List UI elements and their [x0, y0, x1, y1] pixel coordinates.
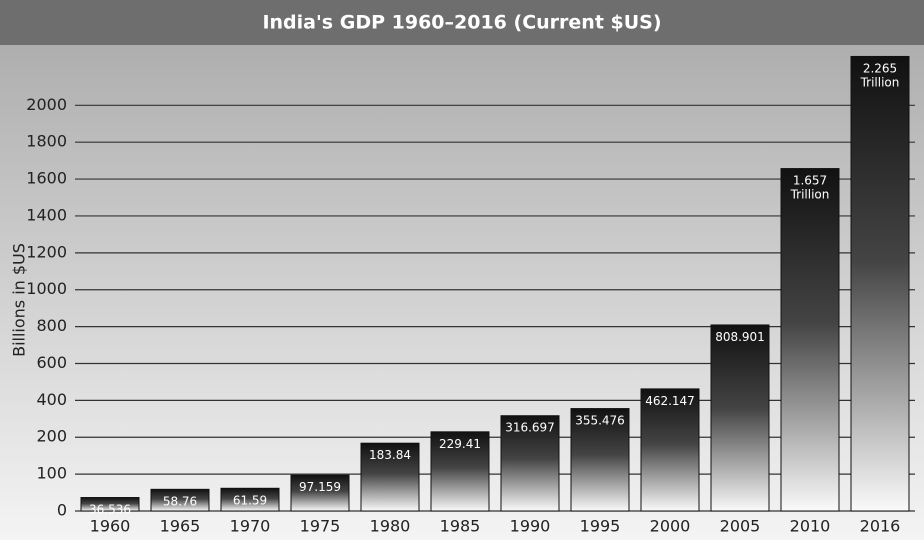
- bar: [150, 488, 210, 512]
- y-tick-label: 100: [36, 464, 67, 483]
- bar: [570, 408, 630, 512]
- value-label: 355.476: [575, 413, 625, 427]
- bar: [850, 55, 910, 512]
- y-tick-label: 1000: [26, 279, 67, 298]
- value-label: 97.159: [299, 480, 341, 494]
- x-tick-label: 1965: [160, 517, 201, 536]
- y-tick-label: 2000: [26, 95, 67, 114]
- x-tick-label: 1995: [580, 517, 621, 536]
- value-label: 36.536: [89, 502, 131, 516]
- x-tick-label: 2000: [650, 517, 691, 536]
- x-tick-label: 2010: [790, 517, 831, 536]
- x-tick-label: 1980: [370, 517, 411, 536]
- x-tick-label: 1985: [440, 517, 481, 536]
- x-tick-label: 1990: [510, 517, 551, 536]
- y-tick-label: 1200: [26, 242, 67, 261]
- chart-title: India's GDP 1960–2016 (Current $US): [262, 12, 661, 34]
- x-tick-label: 1970: [230, 517, 271, 536]
- bar: [220, 487, 280, 512]
- value-label: 808.901: [715, 329, 765, 343]
- x-tick-label: 2005: [720, 517, 761, 536]
- y-tick-label: 0: [57, 501, 67, 520]
- value-label: 462.147: [645, 393, 695, 407]
- bar: [710, 324, 770, 512]
- x-tick-label: 2016: [860, 517, 901, 536]
- x-tick-label: 1975: [300, 517, 341, 536]
- value-label: 183.84: [369, 448, 411, 462]
- bar: [290, 474, 350, 512]
- y-tick-label: 400: [36, 390, 67, 409]
- y-tick-label: 1800: [26, 132, 67, 151]
- value-label: 229.41: [439, 436, 481, 450]
- bar: [780, 168, 840, 512]
- x-tick-label: 1960: [90, 517, 131, 536]
- value-label: 58.76: [163, 494, 197, 508]
- bar: [500, 415, 560, 512]
- y-axis-label: Billions in $US: [10, 243, 29, 357]
- bar: [80, 497, 140, 512]
- title-bar: [0, 0, 924, 45]
- y-tick-label: 1600: [26, 169, 67, 188]
- y-tick-label: 1400: [26, 205, 67, 224]
- bar: [360, 442, 420, 512]
- y-tick-label: 600: [36, 353, 67, 372]
- y-tick-label: 800: [36, 316, 67, 335]
- y-tick-label: 200: [36, 427, 67, 446]
- bar: [640, 388, 700, 512]
- value-label: 316.697: [505, 420, 555, 434]
- value-label: 2.265 Trillion: [860, 61, 900, 89]
- value-label: 61.59: [233, 493, 267, 507]
- bar: [430, 431, 490, 512]
- value-label: 1.657 Trillion: [790, 173, 830, 201]
